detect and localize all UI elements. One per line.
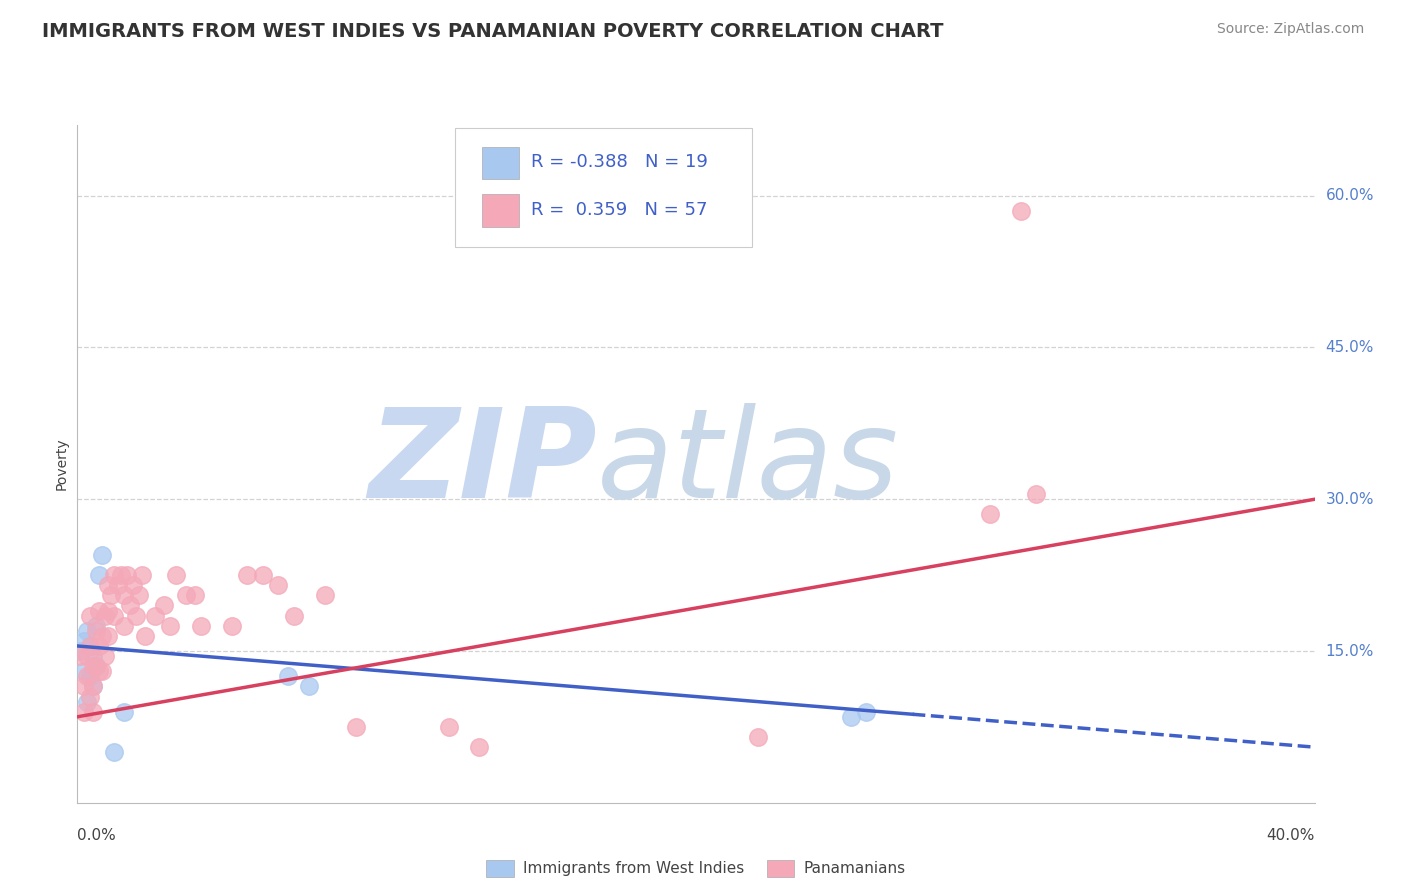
Point — [82, 680, 104, 694]
Text: 40.0%: 40.0% — [1267, 828, 1315, 843]
Point — [103, 608, 125, 623]
Point — [84, 624, 107, 638]
Text: 45.0%: 45.0% — [1326, 340, 1374, 355]
Point — [94, 649, 117, 664]
Point — [91, 548, 114, 562]
Point — [112, 588, 135, 602]
Point — [134, 629, 156, 643]
Point — [174, 588, 197, 602]
Point — [314, 588, 336, 602]
Point — [94, 608, 117, 623]
Point — [87, 665, 110, 679]
Point — [87, 603, 110, 617]
Point — [91, 629, 114, 643]
Point — [153, 599, 176, 613]
Point — [277, 669, 299, 683]
Text: ZIP: ZIP — [368, 403, 598, 524]
Point — [112, 705, 135, 719]
Point — [122, 578, 145, 592]
Point — [118, 599, 141, 613]
Point — [115, 568, 138, 582]
Point — [159, 618, 181, 632]
Text: IMMIGRANTS FROM WEST INDIES VS PANAMANIAN POVERTY CORRELATION CHART: IMMIGRANTS FROM WEST INDIES VS PANAMANIA… — [42, 22, 943, 41]
Point — [267, 578, 290, 592]
Point — [72, 705, 94, 719]
Point — [76, 695, 98, 709]
Point — [87, 568, 110, 582]
Point — [100, 588, 122, 602]
Point — [72, 634, 94, 648]
Text: atlas: atlas — [598, 403, 898, 524]
FancyBboxPatch shape — [454, 128, 752, 247]
Y-axis label: Poverty: Poverty — [55, 438, 69, 490]
Point — [839, 710, 862, 724]
Point — [103, 568, 125, 582]
Point — [103, 745, 125, 759]
Point — [72, 680, 94, 694]
Point — [221, 618, 243, 632]
Text: 60.0%: 60.0% — [1326, 188, 1374, 203]
Point — [1025, 487, 1047, 501]
Point — [855, 705, 877, 719]
Point — [84, 618, 107, 632]
Point — [468, 740, 491, 755]
Point — [69, 644, 91, 658]
Point — [76, 669, 98, 683]
Point — [79, 639, 101, 653]
Point — [84, 659, 107, 673]
Text: 15.0%: 15.0% — [1326, 643, 1374, 658]
Point — [84, 659, 107, 673]
Point — [110, 568, 132, 582]
Point — [143, 608, 166, 623]
Point — [82, 649, 104, 664]
Point — [107, 578, 129, 592]
Point — [283, 608, 305, 623]
Text: Source: ZipAtlas.com: Source: ZipAtlas.com — [1216, 22, 1364, 37]
Point — [79, 608, 101, 623]
Point — [97, 603, 120, 617]
Point — [298, 680, 321, 694]
Text: 30.0%: 30.0% — [1326, 491, 1374, 507]
Point — [79, 669, 101, 683]
Point — [76, 624, 98, 638]
Point — [79, 690, 101, 704]
Point — [128, 588, 150, 602]
Point — [747, 730, 769, 744]
Point — [1010, 203, 1032, 218]
Point — [87, 639, 110, 653]
Point — [76, 649, 98, 664]
Point — [184, 588, 207, 602]
Point — [72, 665, 94, 679]
Point — [112, 618, 135, 632]
Point — [437, 720, 460, 734]
Point — [252, 568, 274, 582]
Point — [344, 720, 367, 734]
Text: R = -0.388   N = 19: R = -0.388 N = 19 — [531, 153, 709, 171]
Point — [82, 659, 104, 673]
Point — [82, 705, 104, 719]
Point — [190, 618, 212, 632]
Point — [236, 568, 259, 582]
Text: 0.0%: 0.0% — [77, 828, 117, 843]
Point — [979, 508, 1001, 522]
Point — [131, 568, 153, 582]
Point — [82, 680, 104, 694]
Point — [79, 639, 101, 653]
Point — [125, 608, 148, 623]
Point — [165, 568, 187, 582]
Text: R =  0.359   N = 57: R = 0.359 N = 57 — [531, 201, 707, 219]
Bar — [482, 146, 519, 179]
Bar — [482, 194, 519, 227]
Point — [91, 665, 114, 679]
Point — [97, 629, 120, 643]
Point — [97, 578, 120, 592]
Legend: Immigrants from West Indies, Panamanians: Immigrants from West Indies, Panamanians — [479, 854, 912, 883]
Point — [69, 649, 91, 664]
